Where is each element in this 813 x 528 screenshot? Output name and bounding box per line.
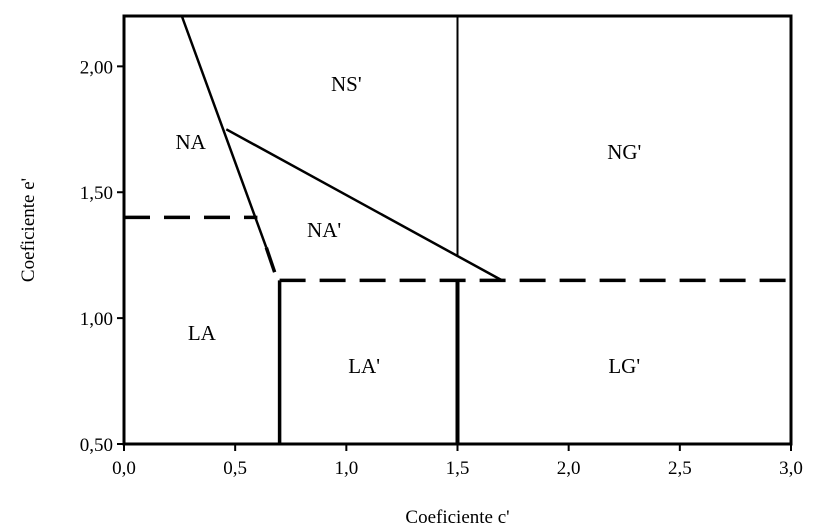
x-tick-label: 1,0	[334, 458, 358, 479]
region-label: LG'	[608, 354, 640, 378]
plot-area	[124, 15, 791, 444]
y-axis-title: Coeficiente e'	[18, 178, 39, 282]
x-tick-label: 0,0	[112, 458, 136, 479]
region-label: LA'	[348, 354, 380, 378]
region-label: LA	[188, 321, 217, 345]
x-tick-label: 1,5	[446, 458, 470, 479]
x-tick-label: 2,0	[557, 458, 581, 479]
y-tick-label: 2,00	[80, 57, 113, 78]
x-tick-label: 2,5	[668, 458, 692, 479]
x-axis: 0,0 0,5 1,0 1,5 2,0 2,5 3,0	[112, 444, 803, 479]
region-label: NS'	[331, 72, 362, 96]
y-tick-label: 1,00	[80, 309, 113, 330]
y-axis: 0,50 1,00 1,50 2,00	[80, 57, 124, 456]
boundary-steep-line-dashed	[264, 247, 280, 281]
boundary-steep-line	[180, 15, 268, 249]
y-tick-label: 0,50	[80, 435, 113, 456]
x-tick-label: 0,5	[223, 458, 247, 479]
boundary-diagonal-line	[225, 128, 503, 282]
region-label: NA	[176, 130, 207, 154]
x-tick-label: 3,0	[779, 458, 803, 479]
region-label: NA'	[307, 218, 341, 242]
region-labels: NA NS' NG' NA' LA LA' LG'	[176, 72, 642, 378]
y-tick-label: 1,50	[80, 183, 113, 204]
x-axis-title: Coeficiente c'	[405, 507, 509, 528]
region-label: NG'	[607, 140, 641, 164]
